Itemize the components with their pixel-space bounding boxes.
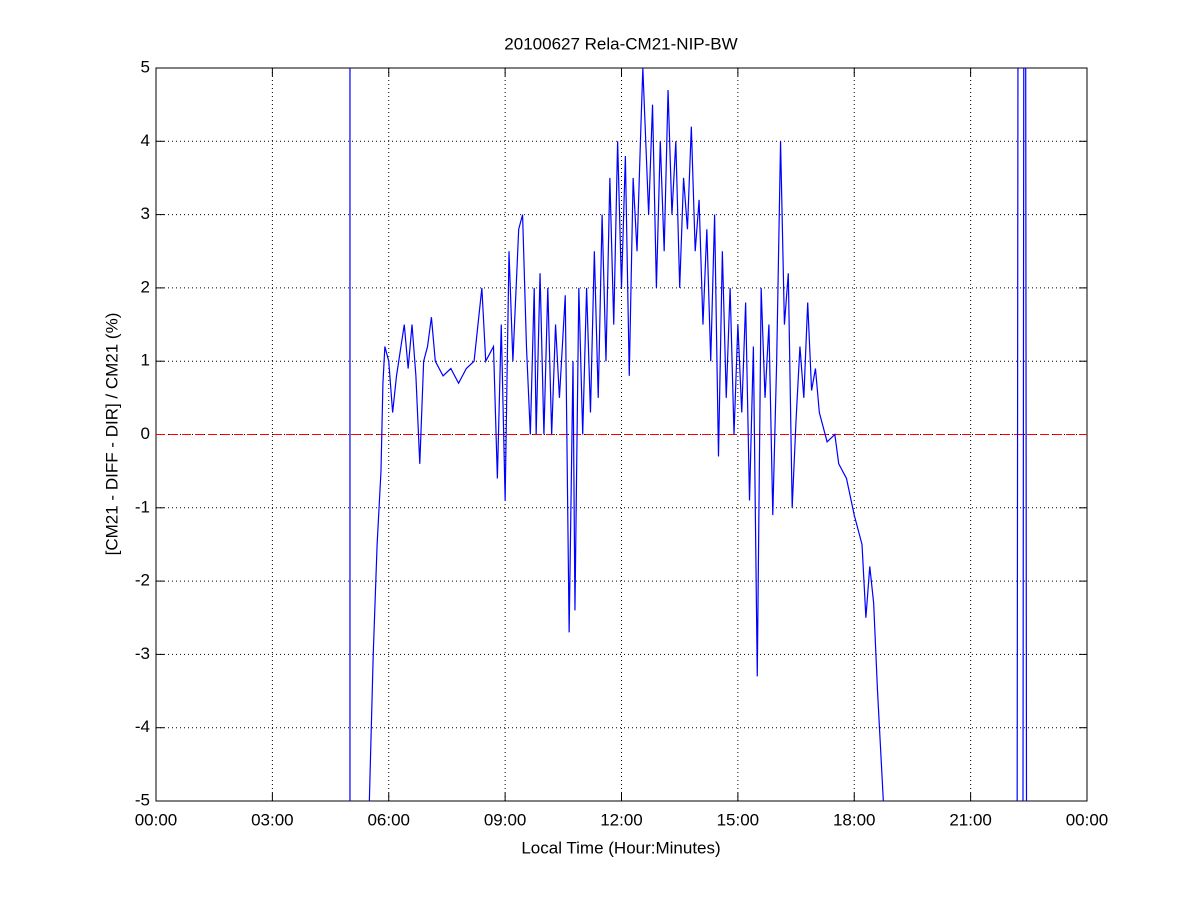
x-tick-label: 09:00 [484,810,527,829]
y-tick-label: 3 [141,204,150,223]
x-tick-label: 21:00 [949,810,992,829]
chart-title: 20100627 Rela-CM21-NIP-BW [504,34,737,53]
y-tick-label: 5 [141,57,150,76]
y-tick-label: -5 [135,790,150,809]
y-tick-label: 0 [141,424,150,443]
y-tick-label: 2 [141,277,150,296]
x-tick-label: 12:00 [600,810,643,829]
x-tick-label: 15:00 [717,810,760,829]
x-tick-label: 00:00 [1066,810,1109,829]
y-tick-label: -2 [135,571,150,590]
x-tick-label: 00:00 [135,810,178,829]
y-tick-label: 1 [141,351,150,370]
x-axis-label: Local Time (Hour:Minutes) [521,838,720,857]
y-axis-label: [CM21 - DIFF - DIR] / CM21 (%) [102,313,121,556]
x-tick-label: 06:00 [367,810,410,829]
y-tick-label: -1 [135,497,150,516]
y-tick-label: 4 [141,131,150,150]
data-line [349,68,1028,801]
x-tick-label: 18:00 [833,810,876,829]
y-tick-label: -4 [135,717,150,736]
x-tick-label: 03:00 [251,810,294,829]
y-tick-label: -3 [135,644,150,663]
